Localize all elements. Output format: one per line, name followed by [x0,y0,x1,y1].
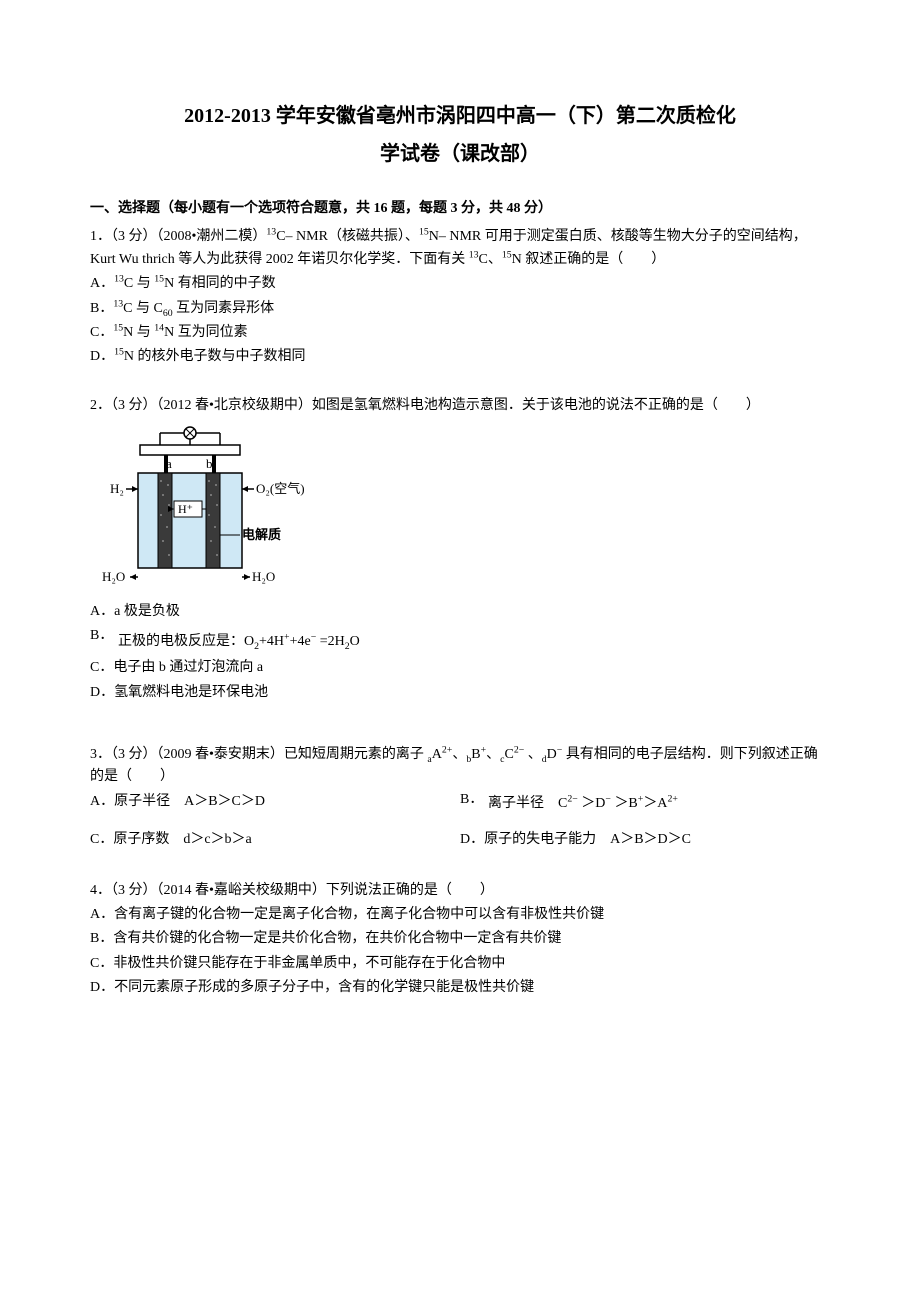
q3-b-label: B． [460,789,488,811]
label-o2: O₂(空气) [256,481,305,496]
label-b: b [206,456,213,471]
question-3: 3．（3 分）（2009 春•泰安期末）已知短周期元素的离子 aA2+、bB+、… [90,744,830,854]
q2-b-mid: +4H [259,634,284,649]
question-1: 1．（3 分）（2008•潮州二模）13C– NMR（核磁共振）、15N– NM… [90,226,830,368]
q1-c-mid: 与 [133,325,154,340]
q1-option-b: B．13C 与 C60 互为同素异形体 [90,298,830,320]
q4-option-a: A．含有离子键的化合物一定是离子化合物，在离子化合物中可以含有非极性共价键 [90,904,830,926]
q3-option-a: A．原子半径 A＞B＞C＞D [90,791,460,815]
q4-option-b: B．含有共价键的化合物一定是共价化合物，在共价化合物中一定含有共价键 [90,928,830,950]
q1-c-end: 互为同位素 [174,325,248,340]
q1-stem-mid: C– NMR（核磁共振）、 [276,229,419,244]
q2-option-c: C．电子由 b 通过灯泡流向 a [90,657,830,679]
q1-a-mid: 与 [133,276,154,291]
q3-stem-pre: 3．（3 分）（2009 春•泰安期末）已知短周期元素的离子 [90,747,427,762]
q3-option-b: 离子半径 C2− ＞D− ＞B+＞A2+ [488,793,678,815]
title-line-2: 学试卷（课改部） [90,138,830,170]
label-electrolyte: 电解质 [242,527,281,542]
q3-option-c: C．原子序数 d＞c＞b＞a [90,829,460,851]
q4-option-d: D．不同元素原子形成的多原子分子中，含有的化学键只能是极性共价键 [90,977,830,999]
q1-b-end: 互为同素异形体 [173,301,275,316]
q1-a-end: 有相同的中子数 [174,276,276,291]
section-1-heading: 一、选择题（每小题有一个选项符合题意，共 16 题，每题 3 分，共 48 分） [90,198,830,220]
q1-stem-pre: 1．（3 分）（2008•潮州二模） [90,229,266,244]
q4-stem: 4．（3 分）（2014 春•嘉峪关校级期中）下列说法正确的是（ ） [90,880,830,902]
q2-b-label: B． [90,625,118,647]
q2-option-b: 正极的电极反应是：O2+4H++4e− =2H2O [118,631,360,653]
q3-stem: 3．（3 分）（2009 春•泰安期末）已知短周期元素的离子 aA2+、bB+、… [90,744,830,789]
q1-a-pre: A． [90,276,114,291]
q2-stem: 2．（3 分）（2012 春•北京校级期中）如图是氢氧燃料电池构造示意图．关于该… [90,395,830,417]
q1-d-end: 的核外电子数与中子数相同 [134,349,306,364]
q3-b-pre: 离子半径 C [488,796,567,811]
label-h2o-right: H₂O [252,569,275,584]
q4-option-c: C．非极性共价键只能存在于非金属单质中，不可能存在于化合物中 [90,953,830,975]
q1-option-c: C．15N 与 14N 互为同位素 [90,322,830,344]
q1-d-pre: D． [90,349,114,364]
label-h2: H₂ [110,481,124,496]
q2-option-d: D．氢氧燃料电池是环保电池 [90,682,830,704]
q2-b-end: O [350,634,360,649]
q3-b-m2: ＞B [611,796,638,811]
q2-diagram: a b H⁺ H₂ [90,423,830,596]
question-4: 4．（3 分）（2014 春•嘉峪关校级期中）下列说法正确的是（ ） A．含有离… [90,880,830,1000]
q1-option-d: D．15N 的核外电子数与中子数相同 [90,346,830,368]
q1-stem-end: 叙述正确的是（ ） [522,252,666,267]
q3-b-m3: ＞A [643,796,667,811]
q1-option-a: A．13C 与 15N 有相同的中子数 [90,273,830,295]
q2-b-mid3: =2H [316,634,345,649]
q3-b-m1: ＞D [578,796,606,811]
title-line-1: 2012-2013 学年安徽省亳州市涡阳四中高一（下）第二次质检化 [90,100,830,132]
q2-b-mid2: +4e [290,634,311,649]
question-2: 2．（3 分）（2012 春•北京校级期中）如图是氢氧燃料电池构造示意图．关于该… [90,395,830,704]
q1-c-pre: C． [90,325,113,340]
q2-option-a: A．a 极是负极 [90,601,830,623]
label-hplus: H⁺ [178,502,193,516]
label-h2o-left: H₂O [102,569,125,584]
q2-b-pre: 正极的电极反应是：O [118,634,254,649]
q3-option-d: D．原子的失电子能力 A＞B＞D＞C [460,829,830,851]
q1-stem: 1．（3 分）（2008•潮州二模）13C– NMR（核磁共振）、15N– NM… [90,226,830,271]
q1-b-mid: 与 [132,301,153,316]
q1-b-pre: B． [90,301,113,316]
